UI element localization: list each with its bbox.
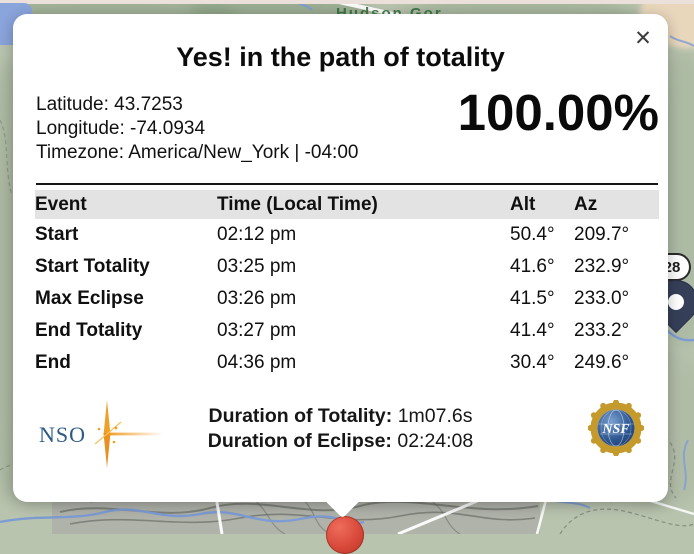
table-row: Start Totality 03:25 pm 41.6° 232.9° xyxy=(35,256,630,277)
selected-location-marker[interactable] xyxy=(326,516,364,554)
header-event: Event xyxy=(35,193,87,215)
duration-totality-line: Duration of Totality: 1m07.6s xyxy=(13,404,668,429)
table-row: End Totality 03:27 pm 41.4° 233.2° xyxy=(35,320,630,341)
coverage-percent: 100.00% xyxy=(457,84,659,141)
timezone-line: Timezone: America/New_York | -04:00 xyxy=(36,142,359,163)
pin-hole xyxy=(664,290,688,314)
duration-totality-label: Duration of Totality: xyxy=(208,405,393,427)
header-az: Az xyxy=(574,193,598,215)
nso-logo-text: NSO xyxy=(39,422,86,447)
eclipse-events-table: Event Time (Local Time) Alt Az Start 02:… xyxy=(35,190,659,379)
browser-edge-strip xyxy=(0,0,694,4)
location-info: Latitude: 43.7253 Longitude: -74.0934 Ti… xyxy=(36,93,358,165)
popup-footer: NSO Duration of Totality: 1m07.6s Durati… xyxy=(13,392,668,472)
nso-logo: NSO xyxy=(39,400,163,468)
nsf-logo-text: NSF xyxy=(601,422,630,437)
table-row: Start 02:12 pm 50.4° 209.7° xyxy=(35,224,630,245)
table-header-row: Event Time (Local Time) Alt Az xyxy=(35,190,659,219)
table-row: End 04:36 pm 30.4° 249.6° xyxy=(35,352,630,373)
divider-rule xyxy=(36,183,658,185)
table-row: Max Eclipse 03:26 pm 41.5° 233.0° xyxy=(35,288,630,309)
header-alt: Alt xyxy=(510,193,536,215)
popup-title: Yes! in the path of totality xyxy=(176,42,505,72)
durations-block: Duration of Totality: 1m07.6s Duration o… xyxy=(13,404,668,454)
nsf-gold-ring xyxy=(588,400,644,456)
duration-totality-value: 1m07.6s xyxy=(397,405,473,427)
nsf-logo: NSF xyxy=(588,400,644,456)
eclipse-info-popup: ✕ Yes! in the path of totality Latitude:… xyxy=(13,14,668,519)
close-button[interactable]: ✕ xyxy=(630,26,656,52)
duration-eclipse-label: Duration of Eclipse: xyxy=(207,430,392,452)
longitude-line: Longitude: -74.0934 xyxy=(36,118,206,139)
duration-eclipse-line: Duration of Eclipse: 02:24:08 xyxy=(13,429,668,454)
header-time: Time (Local Time) xyxy=(217,193,378,215)
latitude-line: Latitude: 43.7253 xyxy=(36,94,183,115)
duration-eclipse-value: 02:24:08 xyxy=(397,430,474,452)
